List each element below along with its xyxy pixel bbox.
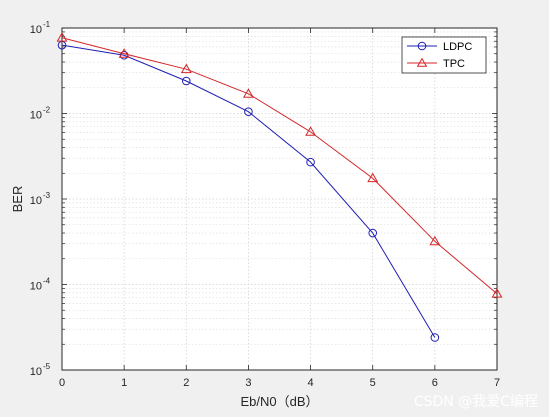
y-tick-label: 10 <box>30 366 42 378</box>
x-tick-label: 4 <box>308 377 314 389</box>
y-tick-exponent: -5 <box>43 362 51 371</box>
y-axis-label: BER <box>10 186 25 213</box>
series-line-ldpc <box>61 44 436 338</box>
y-tick-label: 10 <box>30 110 42 122</box>
data-point-tpc <box>491 288 503 298</box>
legend-marker <box>417 41 427 51</box>
data-point-ldpc <box>306 157 315 167</box>
y-tick-exponent: -2 <box>43 106 51 115</box>
data-point-ldpc <box>368 228 378 238</box>
data-point-tpc <box>242 88 254 98</box>
x-tick-label: 5 <box>370 377 376 389</box>
y-tick-exponent: -3 <box>43 191 51 200</box>
legend-label: TPC <box>443 58 465 70</box>
x-tick-label: 6 <box>432 377 438 389</box>
legend-box <box>401 36 487 74</box>
data-point-tpc <box>118 48 130 58</box>
y-tick-label: 10 <box>30 281 42 293</box>
y-tick-label: 10 <box>30 195 42 207</box>
data-point-tpc <box>305 126 317 136</box>
data-point-tpc <box>56 32 68 42</box>
data-point-ldpc <box>430 333 440 342</box>
x-tick-label: 7 <box>494 377 500 389</box>
data-point-ldpc <box>181 76 191 86</box>
y-tick-exponent: -4 <box>43 277 51 286</box>
series-line-tpc <box>61 37 498 295</box>
data-point-tpc <box>367 172 379 183</box>
x-tick-label: 2 <box>183 377 189 389</box>
data-point-tpc <box>429 235 441 246</box>
x-tick-label: 3 <box>245 377 251 389</box>
series-lines <box>56 32 503 342</box>
data-point-tpc <box>180 63 192 74</box>
legend: LDPC TPC <box>401 36 487 74</box>
y-tick-exponent: -1 <box>43 20 51 29</box>
y-tick-label: 10 <box>30 24 42 36</box>
legend-label: LDPC <box>443 41 472 53</box>
axis-ticks: 0 1 2 3 4 5 6 710-510-410-310-210-1 <box>30 20 500 389</box>
watermark-text: CSDN @我爱C编程 <box>414 394 538 410</box>
x-tick-label: 1 <box>121 377 127 389</box>
legend-marker <box>416 57 428 67</box>
data-point-ldpc <box>244 107 253 116</box>
x-tick-label: 0 <box>59 377 65 389</box>
x-axis-label: Eb/N0（dB） <box>240 394 318 409</box>
